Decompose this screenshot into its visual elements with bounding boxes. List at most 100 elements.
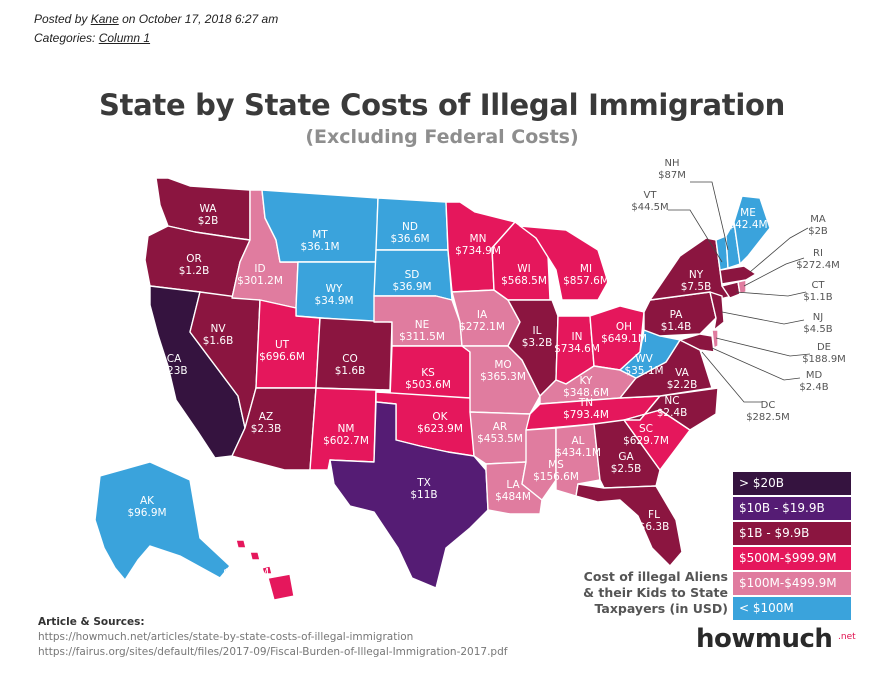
state-label-co: CO <box>342 353 358 365</box>
state-label-wv: WV <box>635 353 653 365</box>
howmuch-logo-suffix: .net <box>838 632 856 642</box>
state-value-mo: $365.3M <box>480 371 526 383</box>
state-label-nc: NC <box>664 395 679 407</box>
legend-item-3: $500M-$999.9M <box>733 547 851 570</box>
state-label-in: IN <box>572 331 583 343</box>
state-value-fl: $6.3B <box>639 521 670 533</box>
state-label-oh: OH <box>616 321 632 333</box>
state-label-az: AZ <box>259 411 273 423</box>
state-value-sc: $629.7M <box>623 435 669 447</box>
state-label-ga: GA <box>618 451 634 463</box>
state-de <box>711 329 719 349</box>
state-label-sd: SD <box>405 269 420 281</box>
state-value-ar: $453.5M <box>477 433 523 445</box>
state-value-ma: $2B <box>808 226 828 237</box>
author-link[interactable]: Kane <box>90 12 119 26</box>
state-label-nj: NJ <box>813 312 823 323</box>
state-label-ut: UT <box>275 339 290 351</box>
state-value-ut: $696.6M <box>259 351 305 363</box>
state-value-ny: $7.5B <box>681 281 712 293</box>
state-label-nh: NH <box>665 158 680 169</box>
legend-item-4: $100M-$499.9M <box>733 572 851 595</box>
state-value-al: $434.1M <box>555 447 601 459</box>
state-label-tx: TX <box>416 477 431 489</box>
state-ma <box>719 265 757 285</box>
state-value-ky: $348.6M <box>563 387 609 399</box>
state-value-in: $734.6M <box>554 343 600 355</box>
map-title: State by State Costs of Illegal Immigrat… <box>99 88 785 122</box>
state-value-ga: $2.5B <box>611 463 642 475</box>
post-date: on October 17, 2018 6:27 am <box>122 12 279 26</box>
legend-caption-line3: Taxpayers (in USD) <box>594 601 728 616</box>
state-label-la: LA <box>506 479 520 491</box>
state-label-nd: ND <box>402 221 418 233</box>
source-url-1[interactable]: https://howmuch.net/articles/state-by-st… <box>38 631 414 643</box>
state-value-ri: $272.4M <box>796 260 840 271</box>
state-label-ma: MA <box>810 214 826 225</box>
state-value-sd: $36.9M <box>392 281 431 293</box>
state-value-ca: $23B <box>160 365 187 377</box>
state-value-la: $484M <box>495 491 531 503</box>
state-hi <box>235 539 295 601</box>
state-value-or: $1.2B <box>179 265 210 277</box>
legend-item-0: > $20B <box>733 472 851 495</box>
state-label-tn: TN <box>578 397 593 409</box>
state-label-ne: NE <box>415 319 430 331</box>
state-label-wi: WI <box>517 263 530 275</box>
state-label-wy: WY <box>326 283 343 295</box>
state-value-ne: $311.5M <box>399 331 445 343</box>
state-label-ok: OK <box>432 411 448 423</box>
state-label-hi: HI <box>241 555 252 567</box>
state-label-nm: NM <box>338 423 355 435</box>
state-value-hi: $622.6M <box>223 567 269 579</box>
categories-line: Categories: Column 1 <box>34 29 278 48</box>
state-value-tx: $11B <box>410 489 437 501</box>
state-value-ak: $96.9M <box>127 507 166 519</box>
sources: Article & Sources: https://howmuch.net/a… <box>38 615 507 660</box>
state-label-fl: FL <box>648 509 660 521</box>
legend-caption-line1: Cost of illegal Aliens <box>583 569 728 584</box>
legend-item-2: $1B - $9.9B <box>733 522 851 545</box>
state-label-or: OR <box>186 253 202 265</box>
state-nj <box>709 291 725 331</box>
state-label-wa: WA <box>200 203 218 215</box>
state-value-nh: $87M <box>658 170 686 181</box>
state-value-wy: $34.9M <box>314 295 353 307</box>
callout-leaders <box>668 181 811 403</box>
state-value-pa: $1.4B <box>661 321 692 333</box>
state-value-ks: $503.6M <box>405 379 451 391</box>
state-value-nd: $36.6M <box>390 233 429 245</box>
state-label-ak: AK <box>140 495 155 507</box>
category-link[interactable]: Column 1 <box>98 31 151 45</box>
state-label-mt: MT <box>312 229 328 241</box>
source-url-2[interactable]: https://fairus.org/sites/default/files/2… <box>38 646 508 658</box>
state-tx <box>329 401 489 589</box>
state-wi <box>491 221 551 301</box>
categories-label: Categories: <box>34 31 96 45</box>
state-value-co: $1.6B <box>335 365 366 377</box>
state-label-pa: PA <box>670 309 684 321</box>
state-value-nc: $2.4B <box>657 407 688 419</box>
state-value-wa: $2B <box>198 215 219 227</box>
state-label-mn: MN <box>470 233 487 245</box>
howmuch-logo: howmuch <box>696 624 833 654</box>
state-label-ms: MS <box>548 459 564 471</box>
state-value-nm: $602.7M <box>323 435 369 447</box>
state-value-ia: $272.1M <box>459 321 505 333</box>
state-value-il: $3.2B <box>522 337 553 349</box>
state-label-vt: VT <box>644 190 658 201</box>
state-value-nv: $1.6B <box>203 335 234 347</box>
state-label-va: VA <box>675 367 690 379</box>
legend-item-5: < $100M <box>733 597 851 620</box>
legend-caption: Cost of illegal Aliens & their Kids to S… <box>560 569 728 617</box>
state-value-wv: $35.1M <box>624 365 663 377</box>
state-value-az: $2.3B <box>251 423 282 435</box>
state-fl <box>575 483 683 567</box>
state-value-mn: $734.9M <box>455 245 501 257</box>
state-value-ct: $1.1B <box>803 292 832 303</box>
state-label-nv: NV <box>210 323 226 335</box>
state-label-ca: CA <box>167 353 182 365</box>
legend-item-1: $10B - $19.9B <box>733 497 851 520</box>
state-value-de: $188.9M <box>802 354 846 365</box>
